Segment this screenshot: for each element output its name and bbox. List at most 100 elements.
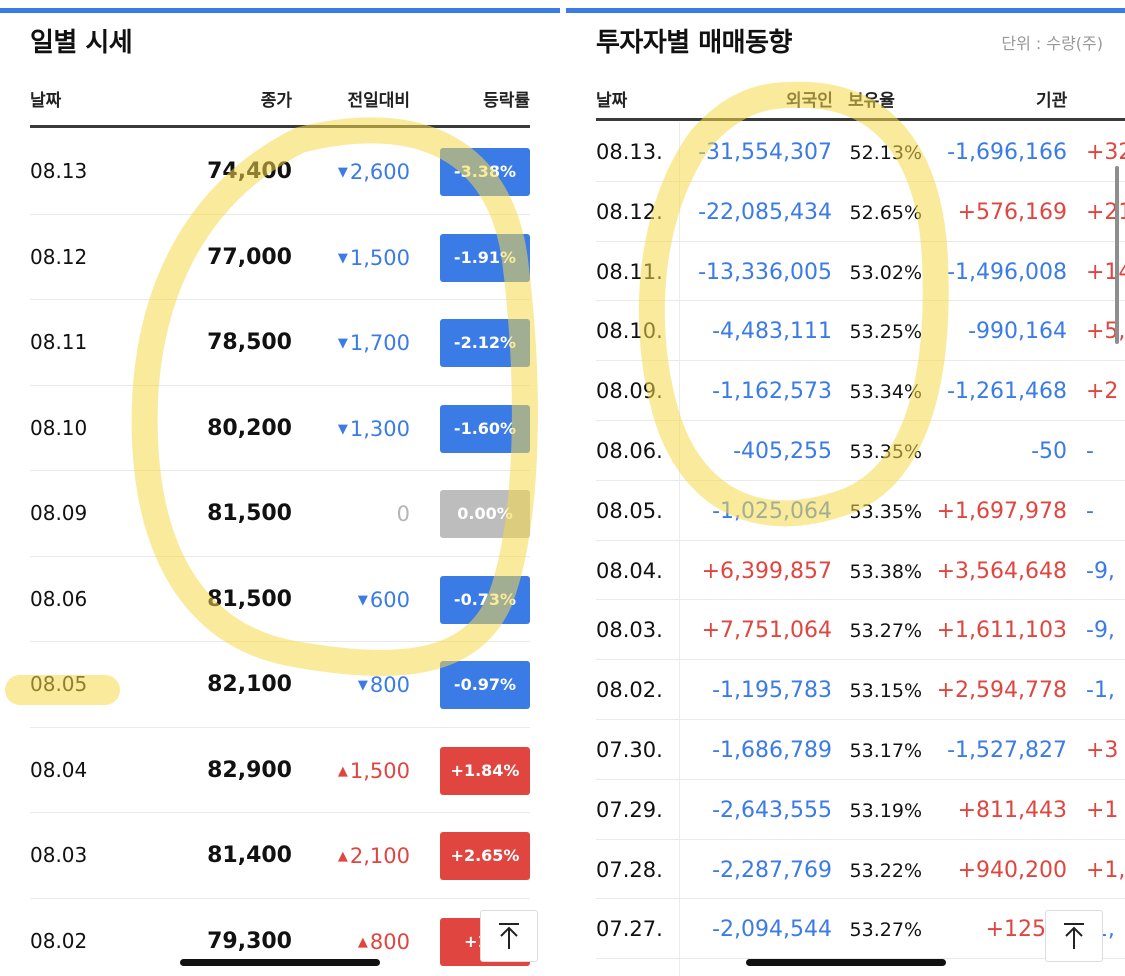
row-foreign-net: -1,686,789: [712, 737, 832, 763]
table-row[interactable]: 08.12. -22,085,434 52.65% +576,169 +21,: [596, 182, 1125, 242]
column-divider: [679, 122, 680, 976]
row-close-price: 77,000: [207, 244, 292, 270]
table-row[interactable]: 08.03. +7,751,064 53.27% +1,611,103 -9,: [596, 600, 1125, 661]
table-row[interactable]: 07.29. -2,643,555 53.19% +811,443 +1: [596, 780, 1125, 840]
row-institution-net: +811,443: [957, 797, 1067, 823]
row-next-column-clipped: -9,: [1086, 618, 1115, 644]
home-indicator: [180, 959, 380, 966]
table-row[interactable]: 08.06. -405,255 53.35% -50-: [596, 421, 1125, 481]
triangle-up-icon: ▲: [337, 849, 348, 864]
row-change: ▼1,500: [338, 246, 410, 270]
row-close-price: 80,200: [207, 415, 292, 441]
table-row[interactable]: 08.06 81,500 ▼600 -0.73%: [30, 557, 530, 642]
table-row[interactable]: 08.11 78,500 ▼1,700 -2.12%: [30, 300, 530, 386]
row-next-column-clipped: -: [1086, 498, 1094, 524]
row-change-value: 2,100: [349, 844, 410, 868]
table-row[interactable]: 07.30. -1,686,789 53.17% -1,527,827 +3: [596, 720, 1125, 780]
header-close: 종가: [260, 91, 292, 111]
row-date: 08.13.: [596, 140, 663, 164]
row-institution-net: +1,697,978: [936, 498, 1067, 524]
row-foreign-ratio: 53.17%: [849, 739, 922, 762]
unit-label: 단위 : 수량(주): [1001, 34, 1103, 53]
row-date: 08.02: [30, 928, 88, 953]
row-date: 08.11: [30, 330, 88, 354]
table-row[interactable]: 08.09 81,500 0 0.00%: [30, 471, 530, 557]
triangle-down-icon: ▼: [337, 336, 348, 351]
row-institution-net: +2,594,778: [936, 678, 1067, 704]
row-change: ▲800: [358, 930, 410, 954]
row-date: 08.05.: [596, 498, 663, 523]
header-divider: [30, 125, 530, 128]
row-date: 08.02.: [596, 678, 663, 703]
row-change-value: 600: [369, 587, 410, 612]
row-date: 08.06: [30, 586, 88, 611]
arrow-to-top-icon: [1064, 923, 1084, 949]
table-row[interactable]: 08.04. +6,399,857 53.38% +3,564,648 -9,: [596, 541, 1125, 601]
row-date: 08.10: [30, 415, 88, 440]
row-institution-net: +3,564,648: [936, 558, 1067, 584]
row-foreign-net: -1,195,783: [712, 678, 832, 704]
row-institution-net: -1,261,468: [947, 379, 1067, 405]
table-row[interactable]: 08.13 74,400 ▼2,600 -3.38%: [30, 129, 530, 215]
row-foreign-net: -405,255: [733, 438, 832, 464]
row-date: 08.09.: [596, 379, 663, 404]
header-change: 전일대비: [347, 91, 410, 111]
row-close-price: 81,500: [207, 586, 292, 612]
triangle-up-icon: ▲: [337, 763, 348, 779]
table-row[interactable]: 08.05. -1,025,064 53.35% +1,697,978-: [596, 481, 1125, 541]
row-next-column-clipped: -9,: [1086, 558, 1115, 584]
tab-indicator-bar: [0, 8, 560, 13]
vertical-scrollbar[interactable]: [1115, 166, 1119, 344]
table-row[interactable]: 08.12 77,000 ▼1,500 -1.91%: [30, 215, 530, 300]
row-date: 08.04: [30, 757, 88, 782]
row-close-price: 78,500: [207, 330, 292, 355]
row-change-value: 1,700: [349, 331, 410, 355]
row-institution-net: +940,200: [957, 857, 1067, 883]
header-divider: [596, 118, 1125, 121]
row-foreign-ratio: 53.19%: [849, 799, 922, 822]
table-row[interactable]: 08.13. -31,554,307 52.13% -1,696,166 +32: [596, 122, 1125, 182]
row-change: ▼800: [358, 673, 410, 697]
row-foreign-ratio: 53.02%: [849, 261, 922, 284]
scroll-to-top-button[interactable]: [480, 910, 538, 962]
row-next-column-clipped: -: [1086, 438, 1094, 464]
table-row[interactable]: 08.05 82,100 ▼800 -0.97%: [30, 642, 530, 728]
triangle-down-icon: ▼: [337, 421, 348, 437]
row-next-column-clipped: +21,: [1086, 199, 1125, 225]
table-row[interactable]: 08.02. -1,195,783 53.15% +2,594,778 -1,: [596, 660, 1125, 720]
row-rate-badge: -0.73%: [440, 575, 530, 624]
table-row[interactable]: 07.28. -2,287,769 53.22% +940,200 +1,: [596, 840, 1125, 900]
row-date: 07.28.: [596, 857, 663, 882]
row-next-column-clipped: +14: [1086, 259, 1125, 285]
row-change-value: 0: [396, 502, 410, 526]
row-institution-net: -50: [1031, 438, 1067, 464]
table-row[interactable]: 08.04 82,900 ▲1,500 +1.84%: [30, 728, 530, 813]
row-date: 07.27.: [596, 917, 663, 942]
row-date: 08.03: [30, 843, 88, 867]
row-foreign-ratio: 53.34%: [849, 381, 922, 404]
row-date: 08.12: [30, 244, 88, 269]
row-date: 08.12.: [596, 199, 663, 224]
row-foreign-ratio: 52.13%: [849, 142, 922, 164]
table-row[interactable]: 08.03 81,400 ▲2,100 +2.65%: [30, 813, 530, 899]
table-row[interactable]: 08.10 80,200 ▼1,300 -1.60%: [30, 386, 530, 471]
table-row[interactable]: 08.09. -1,162,573 53.34% -1,261,468 +2: [596, 361, 1125, 421]
triangle-down-icon: ▼: [357, 592, 368, 608]
row-change: ▼600: [358, 588, 410, 612]
row-foreign-ratio: 52.65%: [849, 201, 922, 224]
table-row[interactable]: 08.11. -13,336,005 53.02% -1,496,008 +14: [596, 242, 1125, 302]
header-rate: 등락률: [483, 91, 530, 111]
row-rate-badge: -2.12%: [440, 319, 530, 367]
row-foreign-net: -31,554,307: [698, 140, 832, 165]
row-next-column-clipped: -1,: [1086, 678, 1115, 704]
row-change-value: 1,500: [349, 758, 410, 783]
row-foreign-net: -13,336,005: [698, 259, 832, 285]
row-rate-badge: 0.00%: [440, 490, 530, 538]
row-foreign-ratio: 53.35%: [849, 500, 922, 523]
row-foreign-net: -1,025,064: [712, 498, 832, 524]
table-row[interactable]: 08.10. -4,483,111 53.25% -990,164 +5,: [596, 301, 1125, 362]
row-next-column-clipped: +3: [1086, 737, 1119, 763]
scroll-to-top-button[interactable]: [1045, 910, 1103, 962]
row-date: 08.11.: [596, 259, 663, 284]
table-header: 날짜 종가 전일대비 등락률: [30, 86, 530, 116]
